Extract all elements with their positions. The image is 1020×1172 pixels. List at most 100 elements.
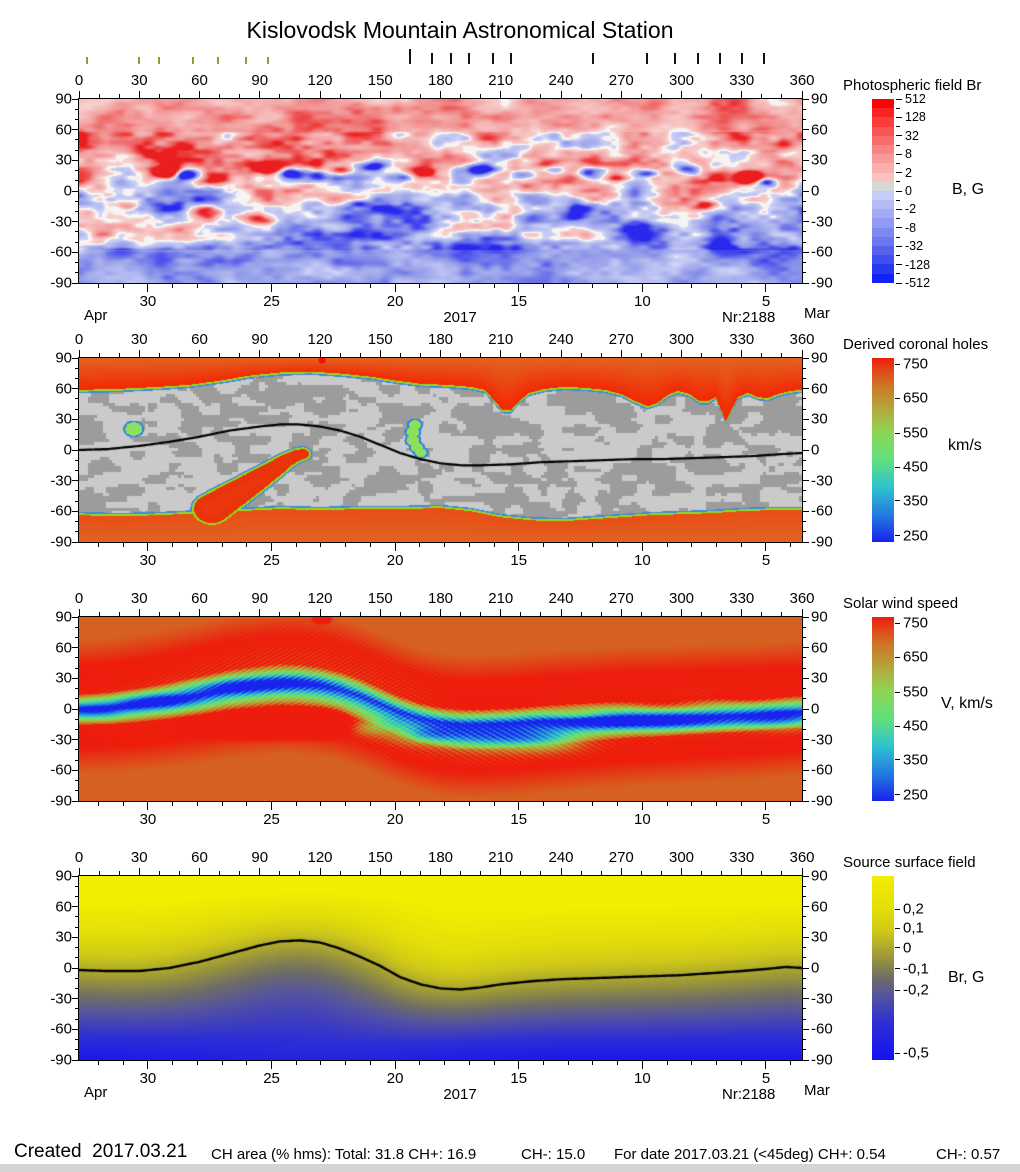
lat-tick-label: -30	[50, 213, 72, 231]
date-tick-label: 10	[634, 552, 651, 569]
colorbar-tick-dash	[895, 535, 900, 537]
plot-frame-2	[78, 616, 803, 802]
lat-tick-label: 0	[811, 441, 820, 459]
year-label: 2017	[443, 309, 477, 326]
observation-mark-black-4	[509, 53, 512, 64]
lat-tick	[75, 367, 78, 369]
observation-mark-olive-0	[86, 57, 89, 64]
colorbar-step	[872, 117, 894, 127]
footer-stat-ch-area: CH area (% hms): Total: 31.8 CH+: 16.9	[211, 1146, 477, 1163]
lat-tick	[803, 708, 809, 710]
lat-tick	[803, 718, 806, 720]
lat-tick	[803, 728, 806, 730]
date-tick	[172, 1061, 174, 1065]
date-tick-label: 10	[634, 1070, 651, 1087]
colorbar-step	[872, 246, 894, 256]
date-tick-label: 10	[634, 811, 651, 828]
colorbar-tick-label: 750	[903, 355, 929, 373]
date-tick	[592, 284, 594, 288]
lon-tick	[118, 612, 120, 616]
date-tick-label: 30	[139, 1070, 157, 1087]
lon-tick	[279, 94, 281, 98]
colorbar-step	[872, 264, 894, 274]
lon-tick	[560, 868, 562, 875]
created-date: 2017.03.21	[92, 1141, 188, 1162]
lat-tick	[803, 895, 806, 897]
lat-tick	[803, 210, 806, 212]
date-tick	[196, 802, 198, 806]
lon-tick	[500, 350, 502, 357]
lon-tick	[640, 353, 642, 357]
lon-tick-label: 60	[191, 590, 208, 607]
date-tick	[221, 1061, 223, 1065]
lon-tick	[801, 91, 803, 98]
lon-tick-label: 30	[130, 590, 148, 607]
colorbar-tick-dash	[895, 466, 900, 468]
date-tick	[295, 1061, 297, 1065]
lon-tick	[801, 350, 803, 357]
colorbar-unit-label: V, km/s	[941, 695, 993, 712]
lon-tick	[158, 94, 160, 98]
colorbar-tick-dash	[896, 172, 902, 174]
lon-tick	[239, 94, 241, 98]
lon-tick	[78, 868, 80, 875]
lon-tick	[339, 94, 341, 98]
lat-tick	[75, 398, 78, 400]
lon-tick	[600, 871, 602, 875]
lat-tick	[803, 439, 806, 441]
date-tick	[394, 284, 396, 292]
lat-tick	[803, 636, 806, 638]
lon-tick	[660, 353, 662, 357]
colorbar-unit-label: Br, G	[948, 969, 985, 986]
lon-tick	[540, 94, 542, 98]
lat-tick-label: 0	[63, 700, 72, 718]
lon-tick-label: 330	[729, 590, 755, 607]
lon-tick	[460, 94, 462, 98]
lat-tick-label: -30	[811, 731, 833, 749]
date-tick	[444, 284, 446, 288]
observation-mark-black-10	[740, 53, 743, 64]
lat-tick	[803, 180, 806, 182]
lon-tick	[620, 868, 622, 875]
colorbar-tick-dash	[896, 190, 902, 192]
lat-tick	[75, 1008, 78, 1010]
lon-tick-label: 300	[668, 849, 695, 866]
lat-tick	[75, 749, 78, 751]
lat-tick	[72, 159, 78, 161]
lat-tick	[803, 377, 806, 379]
lon-tick	[299, 353, 301, 357]
lat-tick	[72, 1028, 78, 1030]
lon-tick	[199, 609, 200, 616]
lat-tick-label: -60	[811, 502, 833, 520]
lat-tick	[75, 500, 78, 502]
date-tick	[542, 543, 544, 547]
lon-tick	[259, 350, 261, 357]
lon-tick	[399, 612, 401, 616]
lon-tick	[540, 612, 542, 616]
colorbar-tick-dash	[895, 725, 900, 727]
lat-tick	[75, 272, 78, 274]
colorbar-step	[872, 181, 894, 191]
lon-tick-label: 270	[608, 590, 634, 607]
lon-tick	[199, 91, 200, 98]
lat-tick	[72, 967, 78, 969]
colorbar-tick-label: 0	[903, 939, 912, 957]
date-tick-label: 20	[386, 811, 404, 828]
date-tick	[468, 802, 470, 806]
lon-tick-label: 90	[251, 331, 269, 348]
lat-tick	[803, 500, 806, 502]
lon-tick	[701, 612, 703, 616]
lon-tick	[339, 871, 341, 875]
date-tick	[172, 802, 174, 806]
lat-tick	[803, 388, 809, 390]
date-tick-label: 20	[386, 293, 404, 310]
colorbar-tick-dash	[896, 273, 900, 275]
lon-tick	[560, 91, 562, 98]
plot-frame-1	[78, 357, 803, 543]
date-tick	[122, 1061, 124, 1065]
lon-tick	[801, 609, 803, 616]
observation-mark-olive-3	[192, 57, 195, 64]
lon-tick	[580, 612, 582, 616]
lat-tick-label: -90	[811, 274, 833, 292]
